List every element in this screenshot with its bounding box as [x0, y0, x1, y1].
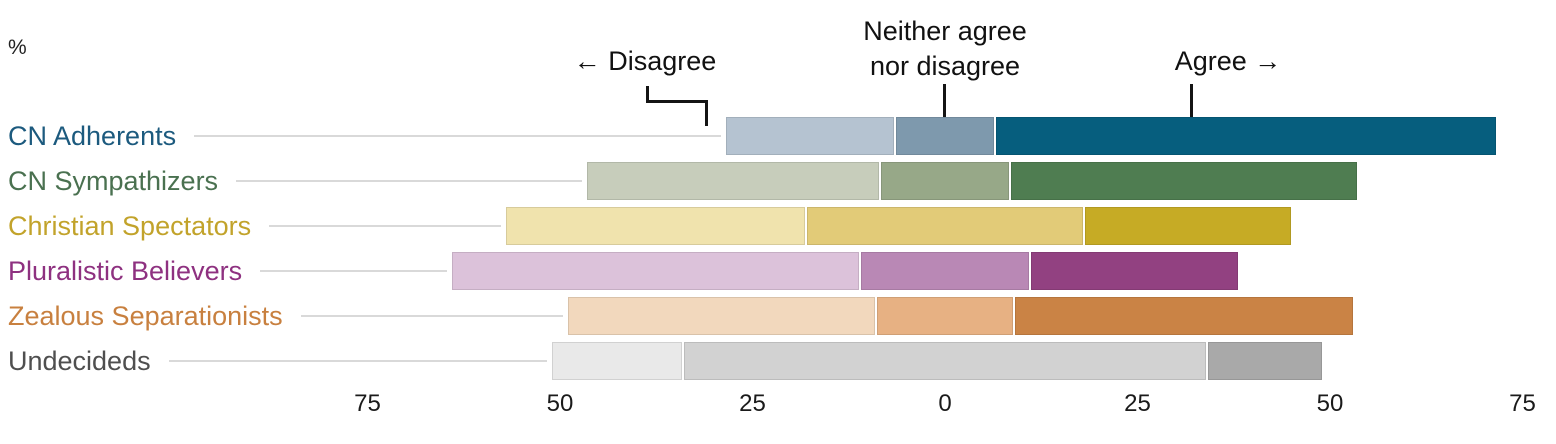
- neither-label-line1: Neither agree: [863, 16, 1027, 46]
- leader-line-zealous-separationists: [301, 315, 563, 317]
- leader-line-cn-adherents: [194, 135, 721, 137]
- leader-line-undecideds: [169, 360, 548, 362]
- x-axis-tick-left-75: 75: [354, 390, 381, 417]
- x-axis-tick-left-25: 25: [739, 390, 766, 417]
- agree-connector-line: [1190, 84, 1193, 117]
- bar-segment-pluralistic-believers-disagree: [452, 252, 860, 290]
- neither-label-line2: nor disagree: [869, 51, 1021, 81]
- bar-segment-cn-sympathizers-agree: [1011, 162, 1357, 200]
- category-label-pluralistic-believers: Pluralistic Believers: [8, 256, 243, 286]
- bar-segment-zealous-separationists-agree: [1015, 297, 1354, 335]
- bar-segment-cn-adherents-disagree: [725, 117, 894, 155]
- bar-segment-cn-adherents-agree: [996, 117, 1496, 155]
- bar-segment-christian-spectators-agree: [1084, 207, 1292, 245]
- leader-line-pluralistic-believers: [260, 270, 448, 272]
- bar-segment-christian-spectators-neither-agree-nor-disagree: [807, 207, 1083, 245]
- agree-direction-label: Agree →: [1174, 46, 1282, 76]
- disagree-connector-vertical-2: [705, 100, 708, 126]
- bar-segment-cn-adherents-neither-agree-nor-disagree: [895, 117, 995, 155]
- x-axis-tick-right-75: 75: [1509, 390, 1536, 417]
- x-axis-tick-left-50: 50: [546, 390, 574, 417]
- bar-segment-cn-sympathizers-neither-agree-nor-disagree: [880, 162, 1010, 200]
- bar-segment-zealous-separationists-neither-agree-nor-disagree: [876, 297, 1014, 335]
- category-label-christian-spectators: Christian Spectators: [8, 211, 252, 241]
- x-axis-tick-0: 0: [938, 390, 952, 417]
- bar-segment-zealous-separationists-disagree: [567, 297, 875, 335]
- bar-segment-undecideds-neither-agree-nor-disagree: [684, 342, 1206, 380]
- bar-segment-undecideds-agree: [1207, 342, 1323, 380]
- bar-segment-pluralistic-believers-agree: [1030, 252, 1238, 290]
- category-label-undecideds: Undecideds: [8, 346, 151, 376]
- bar-segment-pluralistic-believers-neither-agree-nor-disagree: [861, 252, 1029, 290]
- leader-line-cn-sympathizers: [236, 180, 582, 182]
- disagree-connector-vertical-1: [646, 86, 649, 103]
- percent-axis-label: %: [8, 36, 27, 59]
- disagree-direction-label: ← Disagree: [573, 46, 717, 76]
- bar-segment-cn-sympathizers-disagree: [586, 162, 879, 200]
- x-axis-tick-right-25: 25: [1124, 390, 1151, 417]
- category-label-zealous-separationists: Zealous Separationists: [8, 301, 283, 331]
- category-label-cn-adherents: CN Adherents: [8, 121, 177, 151]
- neither-category-label: Neither agree nor disagree: [863, 14, 1027, 84]
- category-label-cn-sympathizers: CN Sympathizers: [8, 166, 219, 196]
- bar-segment-undecideds-disagree: [552, 342, 683, 380]
- leader-line-christian-spectators: [269, 225, 502, 227]
- bar-segment-christian-spectators-disagree: [506, 207, 806, 245]
- neither-connector-line: [943, 84, 946, 117]
- disagree-connector-horizontal: [646, 100, 708, 103]
- x-axis-tick-right-50: 50: [1316, 390, 1344, 417]
